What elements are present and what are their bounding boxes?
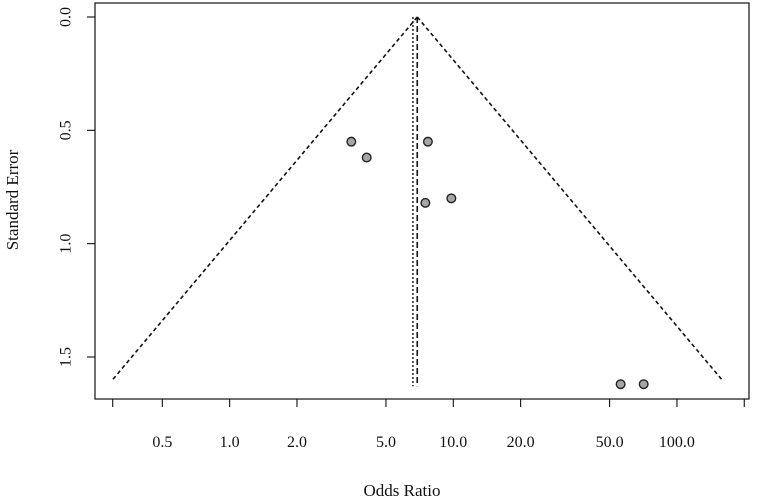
x-tick-label-7: 100.0 [659,434,695,451]
y-axis-title: Standard Error [3,149,22,250]
study-point-6 [615,379,626,390]
reference-lines [412,17,419,387]
study-point-2 [361,152,372,163]
x-axis-ticks: 0.5 1.0 2.0 5.0 10.0 20.0 50.0 100.0 [112,399,745,451]
study-point-1 [346,136,357,147]
study-points [346,136,649,390]
x-tick-label-3: 5.0 [376,434,396,451]
y-tick-label-1: 0.5 [58,120,75,140]
x-tick-label-2: 2.0 [287,434,307,451]
y-tick-label-0: 0.0 [58,7,75,27]
x-tick-label-6: 50.0 [596,434,624,451]
study-point-4 [420,197,431,208]
study-point-7 [638,379,649,390]
y-axis-ticks: 0.0 0.5 1.0 1.5 [58,7,95,367]
x-tick-label-1: 1.0 [220,434,240,451]
funnel-lines [112,16,723,381]
x-tick-label-5: 20.0 [507,434,535,451]
study-point-5 [446,193,457,204]
funnel-right-line [416,16,723,381]
x-axis-title: Odds Ratio [364,481,441,500]
study-point-3 [422,136,433,147]
y-tick-label-3: 1.5 [58,347,75,367]
y-tick-label-2: 1.0 [58,234,75,254]
plot-frame [94,2,750,400]
funnel-left-line [112,16,418,381]
x-tick-label-0: 0.5 [152,434,172,451]
x-tick-label-4: 10.0 [439,434,467,451]
